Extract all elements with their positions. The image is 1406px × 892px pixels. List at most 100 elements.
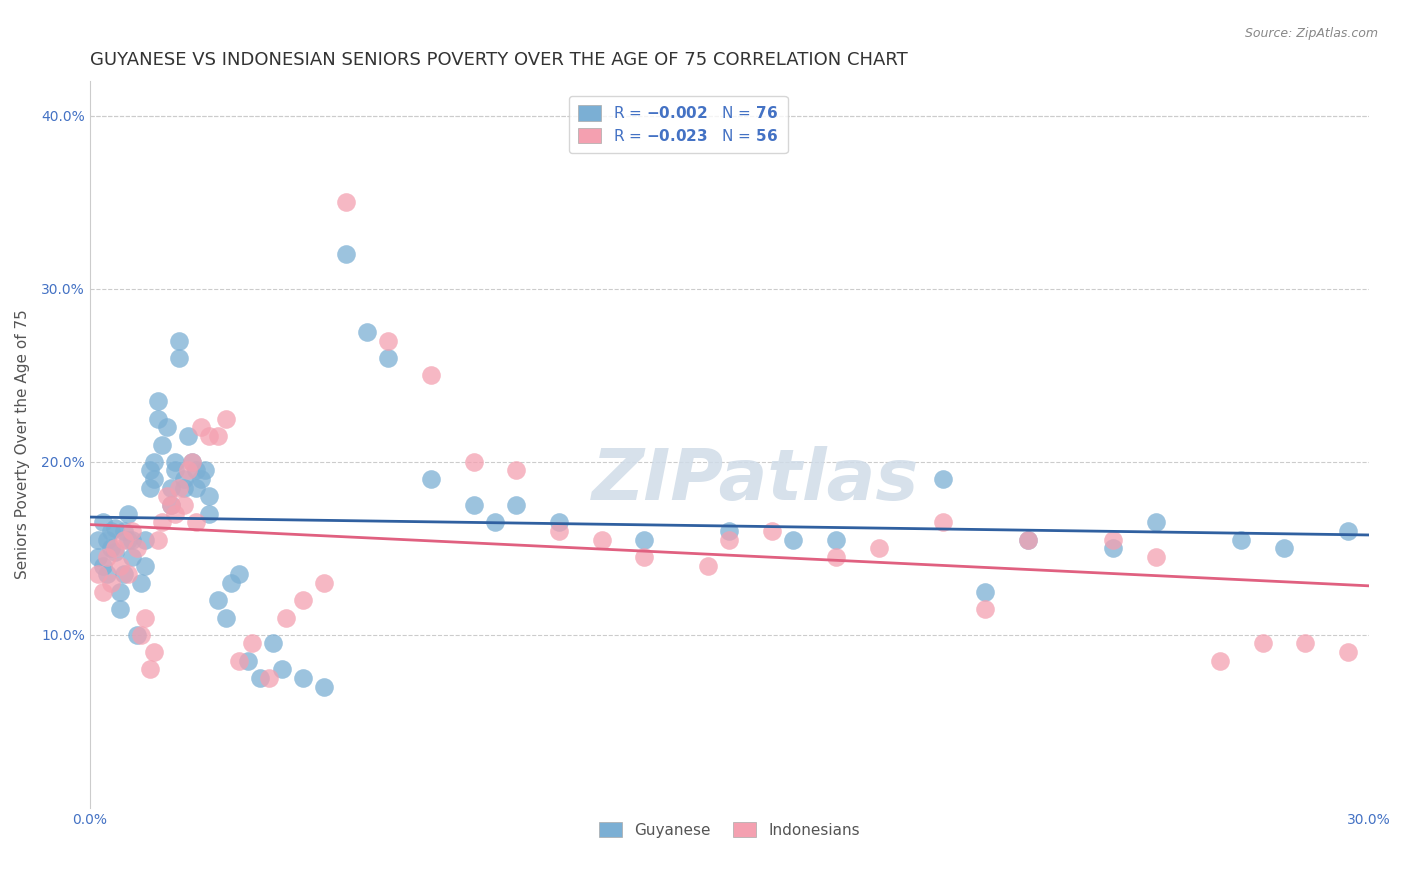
Point	[155, 420, 177, 434]
Point	[160, 498, 183, 512]
Point	[1337, 524, 1360, 538]
Text: GUYANESE VS INDONESIAN SENIORS POVERTY OVER THE AGE OF 75 CORRELATION CHART: GUYANESE VS INDONESIAN SENIORS POVERTY O…	[90, 51, 908, 69]
Point	[173, 481, 195, 495]
Point	[186, 516, 208, 530]
Point	[420, 472, 443, 486]
Point	[314, 575, 336, 590]
Point	[138, 662, 160, 676]
Point	[121, 549, 143, 564]
Point	[249, 671, 271, 685]
Point	[87, 567, 110, 582]
Point	[155, 490, 177, 504]
Point	[125, 541, 148, 556]
Point	[190, 472, 212, 486]
Point	[165, 507, 187, 521]
Point	[108, 584, 131, 599]
Point	[134, 533, 156, 547]
Point	[112, 533, 135, 547]
Point	[1209, 654, 1232, 668]
Point	[104, 541, 127, 556]
Point	[825, 549, 848, 564]
Point	[91, 584, 114, 599]
Point	[974, 584, 997, 599]
Point	[129, 575, 152, 590]
Point	[236, 654, 259, 668]
Point	[198, 507, 221, 521]
Point	[270, 662, 292, 676]
Point	[100, 524, 122, 538]
Point	[138, 463, 160, 477]
Point	[181, 455, 204, 469]
Point	[228, 654, 250, 668]
Point	[274, 610, 297, 624]
Point	[91, 558, 114, 573]
Text: Source: ZipAtlas.com: Source: ZipAtlas.com	[1244, 27, 1378, 40]
Point	[420, 368, 443, 383]
Point	[100, 541, 122, 556]
Point	[125, 628, 148, 642]
Point	[1017, 533, 1039, 547]
Point	[121, 533, 143, 547]
Point	[335, 247, 357, 261]
Point	[177, 429, 200, 443]
Point	[505, 463, 527, 477]
Point	[207, 429, 229, 443]
Point	[134, 558, 156, 573]
Point	[591, 533, 613, 547]
Point	[165, 455, 187, 469]
Point	[1102, 533, 1125, 547]
Point	[108, 602, 131, 616]
Point	[1337, 645, 1360, 659]
Point	[931, 472, 953, 486]
Y-axis label: Seniors Poverty Over the Age of 75: Seniors Poverty Over the Age of 75	[15, 310, 30, 580]
Point	[1251, 636, 1274, 650]
Point	[215, 610, 238, 624]
Point	[215, 411, 238, 425]
Point	[505, 498, 527, 512]
Point	[335, 195, 357, 210]
Point	[761, 524, 783, 538]
Point	[150, 516, 173, 530]
Point	[548, 516, 571, 530]
Point	[228, 567, 250, 582]
Point	[108, 558, 131, 573]
Point	[1017, 533, 1039, 547]
Point	[169, 334, 191, 348]
Point	[146, 533, 169, 547]
Point	[356, 325, 378, 339]
Point	[112, 524, 135, 538]
Point	[1272, 541, 1295, 556]
Point	[633, 549, 655, 564]
Point	[257, 671, 280, 685]
Point	[146, 394, 169, 409]
Point	[974, 602, 997, 616]
Point	[207, 593, 229, 607]
Point	[117, 507, 139, 521]
Point	[190, 420, 212, 434]
Point	[117, 533, 139, 547]
Point	[160, 498, 183, 512]
Point	[169, 351, 191, 365]
Point	[240, 636, 263, 650]
Point	[142, 455, 165, 469]
Point	[134, 610, 156, 624]
Point	[1144, 516, 1167, 530]
Point	[697, 558, 720, 573]
Point	[91, 516, 114, 530]
Point	[1230, 533, 1253, 547]
Point	[198, 429, 221, 443]
Point	[1102, 541, 1125, 556]
Point	[142, 645, 165, 659]
Point	[194, 463, 217, 477]
Point	[262, 636, 284, 650]
Point	[1144, 549, 1167, 564]
Legend: Guyanese, Indonesians: Guyanese, Indonesians	[593, 815, 866, 844]
Point	[117, 567, 139, 582]
Point	[463, 455, 485, 469]
Point	[825, 533, 848, 547]
Point	[377, 351, 399, 365]
Point	[377, 334, 399, 348]
Point	[173, 472, 195, 486]
Point	[177, 463, 200, 477]
Point	[292, 593, 315, 607]
